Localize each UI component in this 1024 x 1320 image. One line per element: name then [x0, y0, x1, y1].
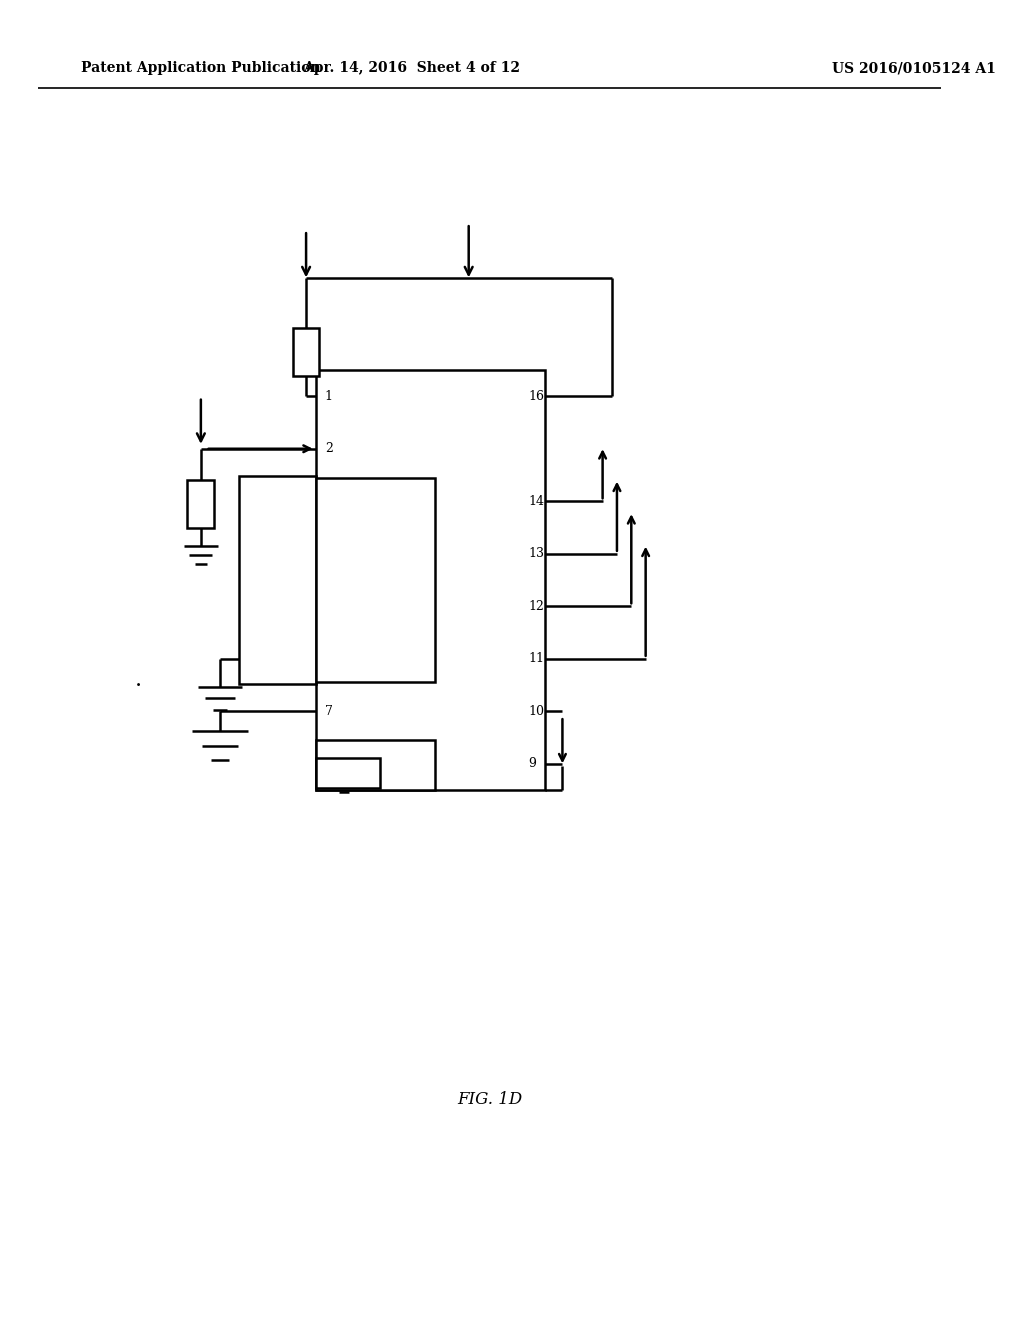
Text: 14: 14: [528, 495, 544, 508]
Bar: [240, 477, 315, 684]
Bar: [315, 758, 380, 788]
Bar: [315, 741, 435, 789]
Text: 8: 8: [325, 758, 333, 771]
Text: FIG. 1D: FIG. 1D: [457, 1092, 522, 1109]
Text: 16: 16: [528, 389, 544, 403]
Text: 4: 4: [325, 548, 333, 560]
Text: Patent Application Publication: Patent Application Publication: [81, 61, 321, 75]
Text: 2: 2: [325, 442, 333, 455]
Text: 9: 9: [528, 758, 536, 771]
Bar: [187, 479, 214, 528]
Text: 6: 6: [325, 652, 333, 665]
Text: 11: 11: [528, 652, 544, 665]
Text: 13: 13: [528, 548, 544, 560]
Text: 12: 12: [528, 599, 544, 612]
Text: Apr. 14, 2016  Sheet 4 of 12: Apr. 14, 2016 Sheet 4 of 12: [303, 61, 520, 75]
Text: 5: 5: [325, 599, 333, 612]
Text: .: .: [135, 669, 142, 690]
Text: US 2016/0105124 A1: US 2016/0105124 A1: [833, 61, 996, 75]
Text: 1: 1: [325, 389, 333, 403]
Text: 3: 3: [325, 495, 333, 508]
Text: 10: 10: [528, 705, 544, 718]
Bar: [293, 329, 319, 376]
Text: 7: 7: [325, 705, 333, 718]
Bar: [315, 370, 545, 789]
Bar: [315, 478, 435, 682]
